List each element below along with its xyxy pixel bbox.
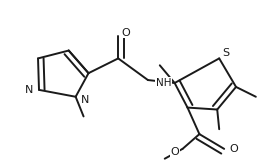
Text: O: O — [171, 147, 180, 157]
Text: N: N — [25, 85, 33, 95]
Text: O: O — [229, 144, 238, 154]
Text: O: O — [121, 28, 130, 38]
Text: S: S — [222, 49, 229, 59]
Text: N: N — [81, 95, 89, 105]
Text: NH: NH — [156, 78, 171, 88]
